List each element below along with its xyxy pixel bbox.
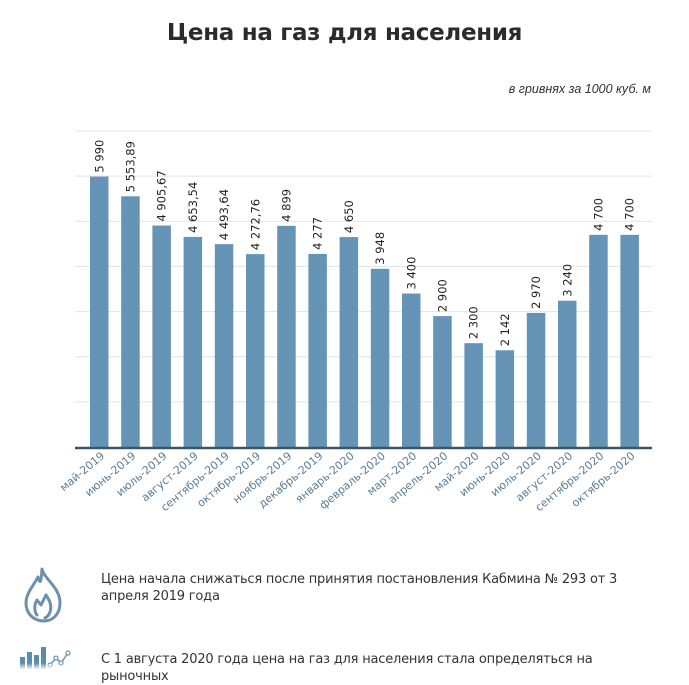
bar-июнь-2019 bbox=[121, 196, 140, 447]
bar-chart: 5 990 5 553,89 4 905,67 4 653,54 4 493,64 4 2… bbox=[57, 130, 652, 514]
data-label: 2 900 bbox=[435, 279, 449, 312]
data-labels: 5 990 5 553,89 4 905,67 4 653,54 4 493,64 4 2… bbox=[92, 140, 636, 347]
bar-июль-2020 bbox=[526, 312, 546, 447]
data-label: 2 142 bbox=[498, 313, 512, 346]
data-label: 2 300 bbox=[467, 306, 481, 339]
bar-ноябрь-2019 bbox=[277, 225, 296, 447]
bar-февраль-2020 bbox=[370, 268, 390, 447]
x-axis-tick-labels: май-2019июнь-2019июль-2019август-2019сен… bbox=[57, 449, 637, 514]
bar-май-2019 bbox=[90, 176, 109, 447]
data-label: 4 700 bbox=[623, 198, 637, 231]
data-label: 4 493,64 bbox=[217, 189, 231, 240]
bar-август-2019 bbox=[183, 236, 203, 447]
data-label: 3 400 bbox=[404, 257, 418, 290]
data-label: 3 948 bbox=[373, 232, 387, 265]
data-label: 4 899 bbox=[279, 189, 293, 222]
data-label: 5 553,89 bbox=[123, 141, 137, 192]
bar-сентябрь-2019 bbox=[214, 244, 234, 447]
bar-октябрь-2019 bbox=[246, 254, 265, 447]
bar-май-2020 bbox=[464, 343, 483, 447]
data-label: 4 277 bbox=[311, 217, 325, 250]
data-label: 4 650 bbox=[342, 200, 356, 233]
bottom-fade bbox=[0, 663, 689, 669]
bar-октябрь-2020 bbox=[620, 234, 639, 447]
bar-январь-2020 bbox=[339, 237, 359, 447]
data-label: 5 990 bbox=[92, 140, 106, 173]
data-label: 4 653,54 bbox=[186, 182, 200, 233]
bar-июнь-2020 bbox=[495, 350, 515, 447]
bar-август-2020 bbox=[558, 300, 577, 447]
bar-декабрь-2019 bbox=[308, 253, 327, 447]
chart-title: Цена на газ для населения bbox=[166, 20, 523, 46]
data-label: 3 240 bbox=[560, 264, 574, 297]
data-label: 4 905,67 bbox=[155, 170, 169, 221]
chart-subtitle-units: в гривнях за 1000 куб. м bbox=[508, 82, 651, 96]
data-label: 4 700 bbox=[591, 198, 605, 231]
data-label: 4 272,76 bbox=[248, 199, 262, 250]
note-price-decrease: Цена начала снижаться после принятия пос… bbox=[101, 572, 618, 604]
bar-апрель-2020 bbox=[433, 316, 452, 447]
bars bbox=[90, 176, 639, 447]
bar-март-2020 bbox=[402, 293, 421, 447]
gridlines bbox=[75, 130, 652, 403]
flame-icon bbox=[24, 567, 62, 623]
bar-июль-2019 bbox=[152, 225, 171, 447]
data-label: 2 970 bbox=[529, 276, 543, 309]
bar-сентябрь-2020 bbox=[589, 234, 608, 447]
